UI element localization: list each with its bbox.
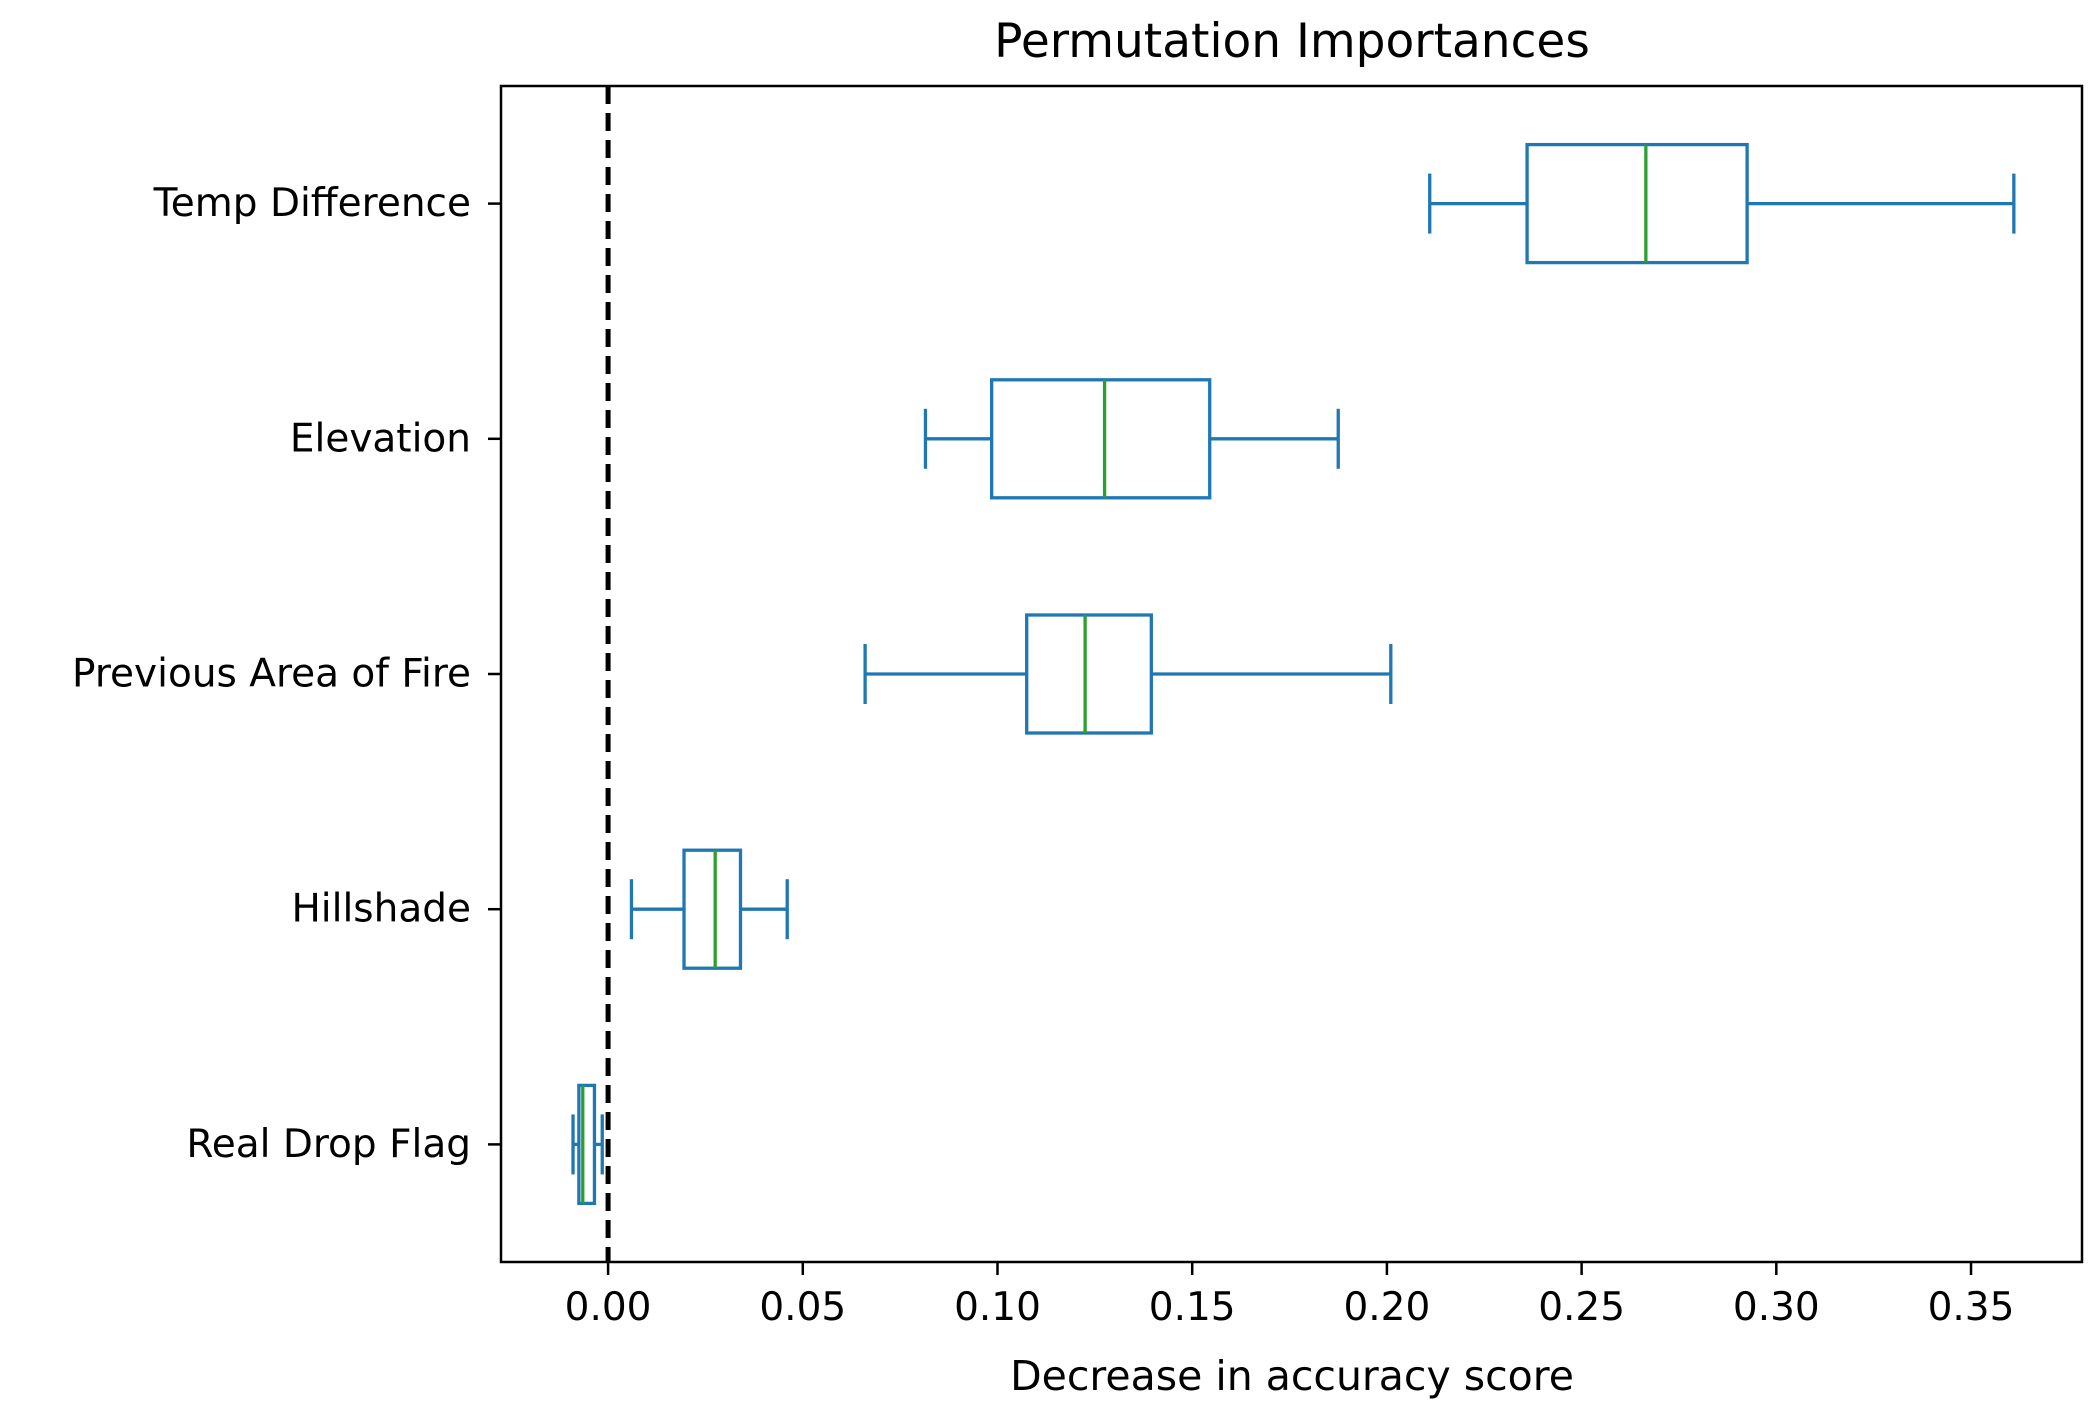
y-tick-label: Real Drop Flag xyxy=(186,1122,471,1167)
x-tick-label: 0.20 xyxy=(1343,1285,1430,1330)
box-iqr xyxy=(990,378,1212,500)
x-tick-label: 0.05 xyxy=(759,1285,846,1330)
y-tick-label: Temp Difference xyxy=(153,181,471,226)
x-tick-label: 0.25 xyxy=(1538,1285,1625,1330)
y-tick-label: Previous Area of Fire xyxy=(72,652,471,697)
x-tick-label: 0.15 xyxy=(1149,1285,1236,1330)
x-tick-label: 0.00 xyxy=(565,1285,652,1330)
chart-title: Permutation Importances xyxy=(994,14,1590,69)
box-iqr xyxy=(682,848,743,970)
x-tick-label: 0.30 xyxy=(1733,1285,1820,1330)
plot-frame xyxy=(499,84,2084,1264)
box-iqr xyxy=(577,1083,597,1206)
x-axis-label: Decrease in accuracy score xyxy=(1010,1352,1574,1400)
plot-area: Temp Difference Elevation Previous Area of… xyxy=(72,84,2084,1330)
y-tick-label: Elevation xyxy=(290,416,471,461)
x-tick-label: 0.10 xyxy=(954,1285,1041,1330)
box-iqr xyxy=(1025,613,1153,735)
x-tick-label: 0.35 xyxy=(1928,1285,2015,1330)
y-tick-label: Hillshade xyxy=(291,887,471,932)
box-iqr xyxy=(1525,142,1749,265)
